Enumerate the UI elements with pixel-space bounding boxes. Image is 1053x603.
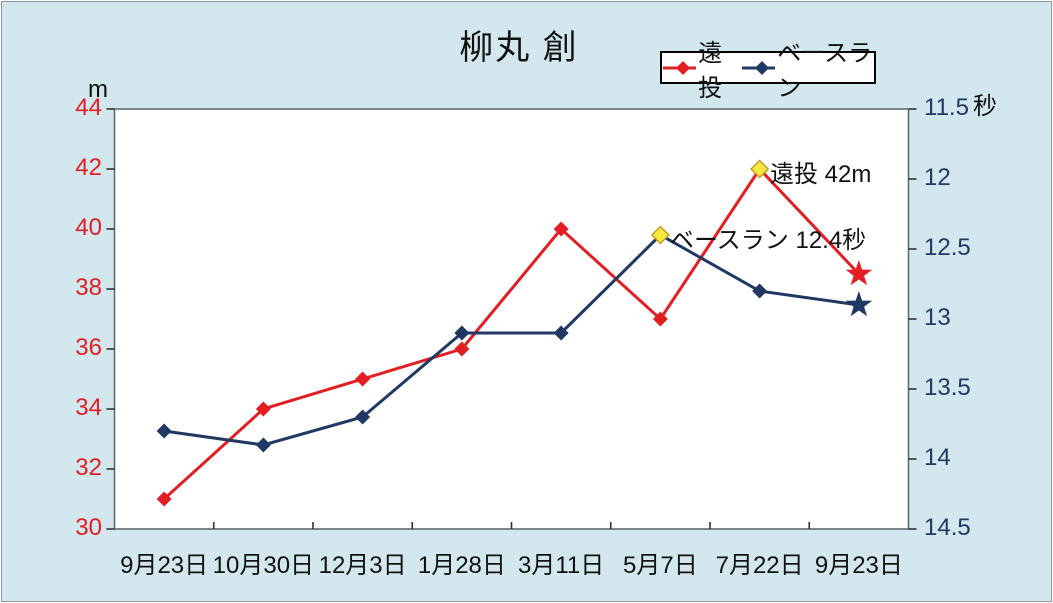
navy-line-diamond-icon <box>742 60 776 75</box>
chart-title: 柳丸 創 <box>459 29 579 67</box>
x-axis-label-5: 5月7日 <box>623 552 698 579</box>
series-line-1 <box>163 233 860 447</box>
legend-entry-baserun: ベースラン <box>741 33 874 103</box>
annotation-baserun: ベースラン 12.4秒 <box>670 227 867 254</box>
x-axis-label-0: 9月23日 <box>120 552 209 579</box>
data-point-0-1 <box>255 401 271 417</box>
data-point-highlight-0-6 <box>750 159 770 179</box>
data-point-1-4 <box>553 325 569 341</box>
left-axis-tick-label-38: 38 <box>75 274 102 301</box>
x-axis-label-2: 12月3日 <box>318 552 407 579</box>
left-axis-tick-label-30: 30 <box>75 514 102 541</box>
left-axis-unit: m <box>88 76 108 103</box>
data-point-1-3 <box>454 325 470 341</box>
series-line-0 <box>163 166 860 501</box>
data-point-1-2 <box>355 409 371 425</box>
data-point-1-6 <box>752 283 768 299</box>
red-line-diamond-icon <box>663 60 697 75</box>
right-axis-unit: 秒 <box>973 93 997 120</box>
data-point-0-4 <box>553 221 569 237</box>
left-axis-tick-label-32: 32 <box>75 454 102 481</box>
legend-label-baserun: ベースラン <box>777 39 873 102</box>
x-axis-label-4: 3月11日 <box>517 552 605 579</box>
left-axis-tick-label-40: 40 <box>75 214 102 241</box>
data-point-0-5 <box>652 311 668 327</box>
data-point-1-1 <box>255 437 271 453</box>
right-axis-tick-label-14: 14 <box>924 444 951 471</box>
x-axis-label-3: 1月28日 <box>417 552 506 579</box>
data-point-0-2 <box>355 371 371 387</box>
legend-label-ento: 遠投 <box>698 39 723 102</box>
annotation-ento: 遠投 42m <box>770 161 872 188</box>
x-axis-label-1: 10月30日 <box>212 552 315 579</box>
data-point-1-0 <box>156 423 172 439</box>
data-point-star-1-7 <box>845 291 873 317</box>
right-axis-tick-label-13: 13 <box>924 304 951 331</box>
right-axis-tick-label-12: 12 <box>924 164 951 191</box>
data-point-0-3 <box>454 341 470 357</box>
plot-frame <box>113 108 910 530</box>
x-axis-label-7: 9月23日 <box>814 552 903 579</box>
left-axis-tick-label-36: 36 <box>75 334 102 361</box>
x-axis-label-6: 7月22日 <box>715 552 804 579</box>
left-axis-tick-label-42: 42 <box>75 154 102 181</box>
data-point-0-0 <box>156 491 172 507</box>
data-point-highlight-1-5 <box>650 225 670 245</box>
right-axis-tick-label-14.5: 14.5 <box>924 514 971 541</box>
data-point-star-0-7 <box>845 260 873 286</box>
right-axis-tick-label-13.5: 13.5 <box>924 374 971 401</box>
left-axis-tick-label-34: 34 <box>75 394 102 421</box>
left-axis-tick-label-44: 44 <box>75 94 102 121</box>
right-axis-tick-label-12.5: 12.5 <box>924 234 971 261</box>
legend: 遠投 ベースラン <box>660 40 876 102</box>
right-axis-tick-label-11.5: 11.5 <box>924 94 969 121</box>
legend-entry-ento: 遠投 <box>662 33 737 103</box>
